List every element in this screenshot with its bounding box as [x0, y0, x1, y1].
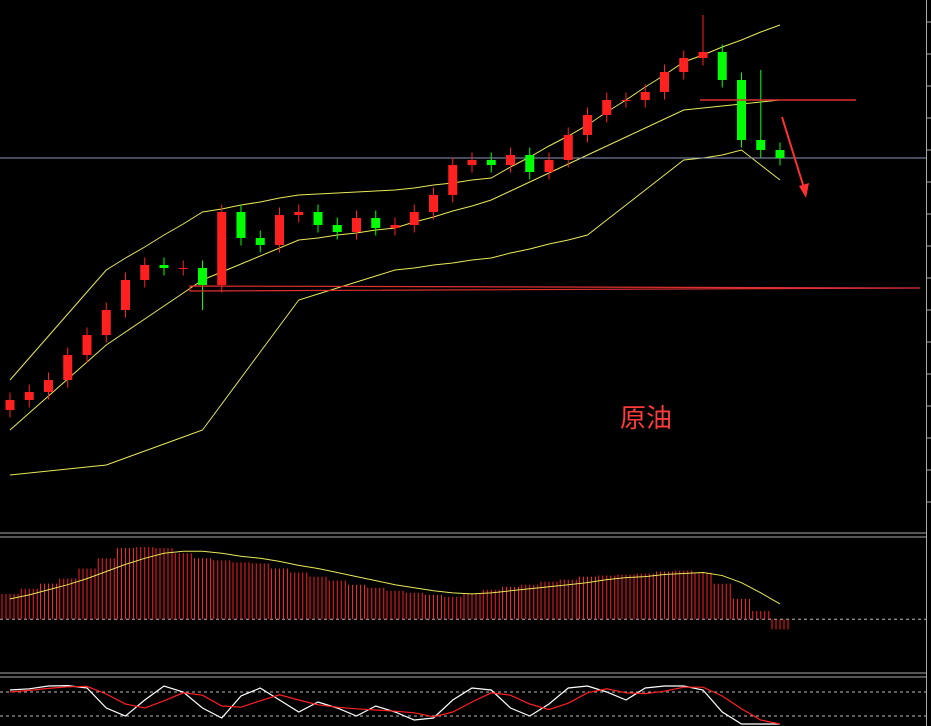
candle-body — [121, 280, 130, 310]
candle-body — [101, 310, 111, 335]
candle-body — [756, 140, 766, 150]
price-axis-ticks — [927, 21, 931, 503]
candle-body — [275, 215, 284, 245]
stochastic-panel — [0, 684, 926, 725]
candle-body — [332, 225, 342, 232]
candle-body — [44, 380, 53, 392]
line — [9, 685, 781, 725]
candle-body — [467, 160, 477, 165]
candle-body — [409, 212, 419, 225]
line — [9, 149, 781, 476]
candle-body — [217, 212, 227, 285]
candle-body — [198, 268, 207, 285]
candle-body — [583, 115, 592, 135]
candle-body — [698, 52, 708, 58]
candle-body — [178, 268, 188, 269]
candle-body — [24, 392, 34, 400]
line — [9, 550, 781, 605]
candle-body — [544, 160, 554, 172]
macd-panel — [0, 547, 926, 630]
candle-body — [429, 195, 438, 212]
candle-body — [82, 335, 92, 355]
line — [9, 684, 780, 725]
candle-body — [621, 100, 631, 101]
support-line — [189, 285, 921, 292]
candle-body — [737, 80, 746, 140]
candle-body — [352, 218, 361, 232]
candle-body — [525, 155, 535, 172]
main-panel — [0, 15, 926, 476]
candle-body — [140, 265, 150, 280]
candle-body — [448, 165, 458, 195]
candle-body — [563, 135, 573, 160]
candle-body — [390, 225, 400, 228]
candle-body — [775, 150, 785, 158]
candle-body — [602, 100, 612, 115]
candle-body — [717, 52, 727, 80]
candle-body — [486, 160, 496, 165]
annotation: 原油 — [620, 404, 672, 434]
candle-body — [159, 265, 169, 268]
candle-body — [640, 92, 650, 100]
line — [9, 24, 781, 381]
candle-body — [679, 58, 689, 72]
candle-body — [5, 400, 15, 410]
candle-body — [371, 218, 381, 228]
candle-body — [506, 155, 515, 165]
candle-body — [660, 72, 669, 92]
candle-body — [63, 355, 73, 380]
arrow — [781, 116, 805, 189]
arrow-head — [799, 183, 809, 198]
candle-body — [294, 212, 304, 215]
candle-body — [313, 212, 323, 225]
candle-body — [236, 212, 246, 238]
candle-body — [255, 238, 265, 245]
